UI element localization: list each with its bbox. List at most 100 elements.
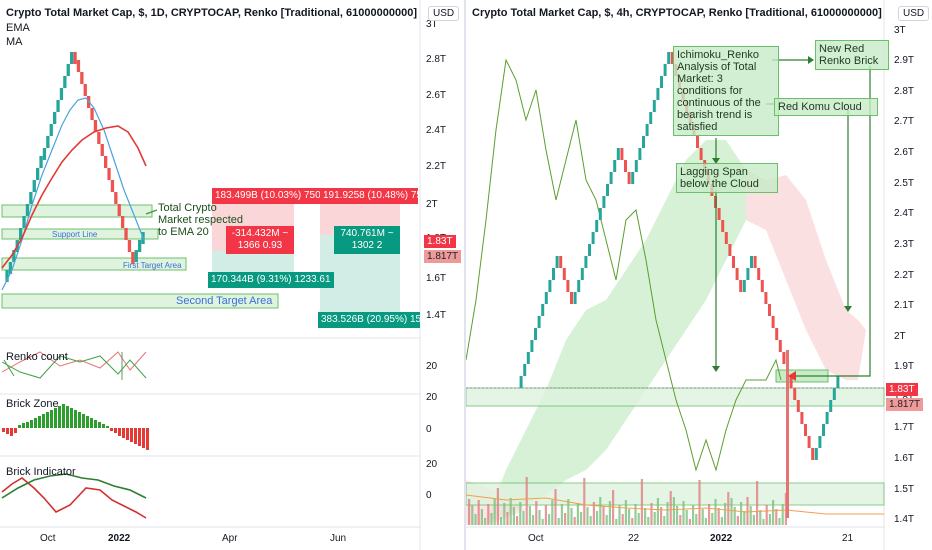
renko-brick [66,64,70,76]
volume-bar [743,511,746,525]
renko-brick [642,136,645,148]
renko-brick [519,376,523,388]
right-y-tick: 2T [894,331,906,342]
first-target-zone [1,257,187,271]
renko-count-label: Renko count [6,351,68,363]
renko-brick [760,280,764,292]
volume-bar [698,480,701,525]
left-price-tag-current: 1.83T [424,235,456,248]
brick-zone-bar [50,410,53,428]
brick-zone-bar [78,412,81,428]
position-box-c[interactable]: -314.432M ~ 1366 0.93 [226,226,294,254]
brick-zone-bar [118,428,121,436]
left-chart-title: Crypto Total Market Cap, $, 1D, CRYPTOCA… [6,7,418,19]
brick-zone-bar [134,428,137,444]
renko-brick [782,352,786,364]
volume-bar [663,516,666,525]
right-price-tag-target: 1.817T [886,398,924,411]
volume-bar [576,503,579,525]
renko-brick [595,220,599,232]
renko-brick [609,172,613,184]
renko-brick [825,412,829,424]
volume-bar [746,497,749,525]
position-box-d[interactable]: 740.761M ~ 1302 2 [334,226,400,254]
brick-zone-bar [138,428,141,446]
ema-note: Total Crypto Market respected to EMA 20 [158,202,243,238]
ichimoku-note: Ichimoku_Renko Analysis of Total Market:… [673,46,779,136]
right-currency-button[interactable]: USD [898,6,930,21]
pane-divider[interactable] [464,0,466,550]
renko-brick [73,52,77,64]
renko-brick [778,340,782,352]
renko-brick [631,172,635,184]
brick-zone-bar [30,420,33,428]
lagging-span [466,58,782,472]
renko-brick [121,216,125,228]
renko-brick [584,256,588,268]
renko-brick [660,76,663,88]
volume-bar [768,514,771,525]
right-chart-pane[interactable]: 3T 2.9T 2.8T 2.7T 2.6T 2.5T 2.4T 2.3T 2.2T 2.1T 2T… [466,0,932,550]
renko-brick [739,280,743,292]
renko-brick [19,228,23,240]
brick-zone-bar [82,414,85,428]
volume-bar [525,477,528,525]
renko-brick [796,400,800,412]
volume-bar [682,501,685,525]
right-y-tick: 1.4T [894,514,914,525]
renko-brick [537,316,541,328]
volume-bar [640,479,643,525]
renko-brick [793,388,797,400]
volume-bar [701,509,704,525]
volume-bar [480,509,483,525]
renko-brick [746,268,750,280]
position-box-e[interactable]: 170.344B (9.31%) 1233.61 [208,272,334,288]
renko-brick [699,148,703,160]
volume-bar [621,514,624,525]
right-x-tick: 22 [628,533,640,544]
renko-brick [598,208,602,220]
brick-zone-histogram [2,404,149,450]
volume-bar [509,498,512,525]
renko-brick [804,424,807,436]
volume-bar [704,518,707,525]
renko-brick [29,192,33,204]
note-arrow [145,209,158,215]
position-box-a[interactable]: 183.499B (10.03%) 750 [212,188,324,204]
right-y-tick: 1.9T [894,361,914,372]
brick-zone-bar [86,416,89,428]
left-currency-button[interactable]: USD [428,6,460,21]
renko-brick [104,156,108,168]
position-box-f[interactable]: 383.526B (20.95%) 150 [318,312,420,328]
volume-bar [650,503,653,525]
brick-zone-bar [74,410,77,428]
volume-bar [573,517,576,525]
brick-zone-bar [2,428,5,432]
red-kumo-cloud [746,170,866,380]
brick-zone-bar [42,414,45,428]
right-y-tick: 2.1T [894,300,914,311]
volume-bar [493,499,496,525]
right-y-tick: 2.3T [894,239,914,250]
renko-brick [25,204,30,216]
renko-brick [656,88,660,100]
renko-brick [49,124,53,136]
renko-brick [620,148,624,160]
renko-brick [36,168,40,180]
renko-brick [42,148,47,160]
brick-zone-bar [130,428,133,442]
renko-brick [523,364,527,376]
right-y-tick: 1.8T [894,392,914,403]
renko-brick [638,148,642,160]
brick-zone-bar [62,404,65,428]
renko-brick [613,160,617,172]
renko-brick [70,52,74,64]
renko-brick [541,304,545,316]
right-y-tick: 2.9T [894,55,914,66]
left-x-tick: Oct [40,533,56,544]
volume-bar [605,515,608,525]
position-box-b[interactable]: 191.9258 (10.48%) 75 [320,188,418,204]
left-renko-bricks [5,52,145,282]
ma-line [1,125,147,269]
